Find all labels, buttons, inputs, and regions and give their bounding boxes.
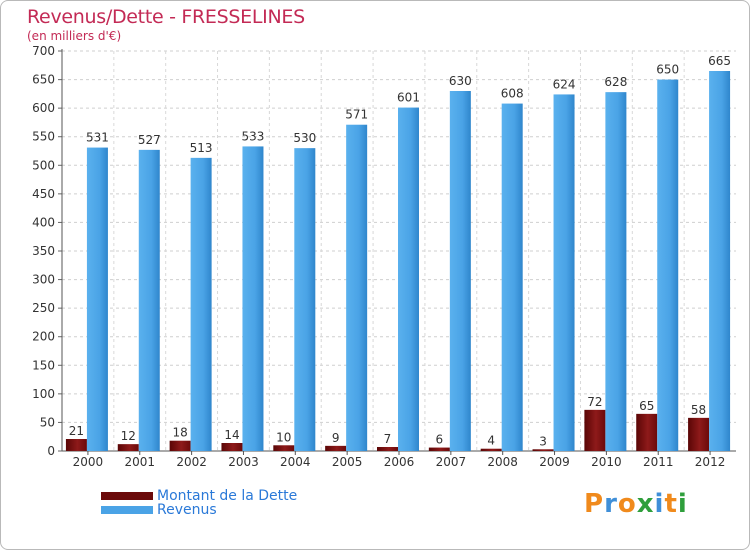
bar-revenus (605, 92, 627, 452)
data-label-dette: 65 (639, 399, 654, 413)
data-label-dette: 10 (276, 430, 291, 444)
data-label-dette: 4 (487, 434, 495, 448)
bar-revenus (501, 103, 523, 452)
bar-revenus (449, 91, 471, 451)
bar-dette (325, 445, 347, 451)
logo-letter: o (617, 489, 637, 519)
bar-revenus (190, 157, 212, 451)
x-tick-label: 2009 (539, 455, 570, 469)
legend-item-debt: Montant de la Dette (101, 488, 297, 504)
bar-dette (65, 439, 87, 451)
y-tick-label: 550 (32, 130, 55, 144)
logo-letter: x (636, 489, 655, 519)
y-tick-label: 350 (32, 244, 55, 258)
chart-subtitle: (en milliers d'€) (27, 29, 122, 43)
chart-title: Revenus/Dette - FRESSELINES (27, 6, 305, 28)
bar-dette (532, 449, 554, 451)
y-tick-label: 100 (32, 387, 55, 401)
bar-dette (688, 417, 710, 451)
y-tick-label: 700 (32, 44, 55, 58)
logo-letter: t (664, 489, 678, 519)
bar-revenus (294, 148, 316, 451)
bar-revenus (86, 147, 108, 452)
bar-dette (584, 409, 606, 451)
data-label-dette: 6 (436, 433, 444, 447)
y-tick-label: 300 (32, 273, 55, 287)
logo-letter: P (584, 489, 605, 519)
y-tick-label: 450 (32, 187, 55, 201)
data-label-revenus: 630 (449, 74, 472, 88)
y-tick-label: 50 (40, 415, 55, 429)
y-tick-label: 0 (47, 444, 55, 458)
legend-label-revenus: Revenus (157, 502, 217, 518)
bar-dette (221, 443, 243, 451)
bar-dette (480, 448, 502, 451)
data-label-revenus: 527 (138, 133, 161, 147)
x-tick-label: 2006 (384, 455, 415, 469)
x-tick-label: 2004 (280, 455, 311, 469)
x-tick-label: 2005 (332, 455, 363, 469)
x-tick-label: 2007 (436, 455, 467, 469)
bar-dette (169, 440, 191, 451)
data-label-dette: 21 (69, 424, 84, 438)
bar-revenus (242, 146, 264, 451)
logo-letter: r (604, 489, 618, 519)
data-label-dette: 7 (384, 432, 392, 446)
data-label-revenus: 665 (708, 54, 731, 68)
data-label-dette: 14 (224, 428, 239, 442)
x-tick-label: 2008 (487, 455, 518, 469)
y-tick-label: 650 (32, 73, 55, 87)
y-tick-label: 600 (32, 101, 55, 115)
data-label-revenus: 533 (242, 129, 265, 143)
y-tick-label: 400 (32, 215, 55, 229)
data-label-revenus: 601 (397, 91, 420, 105)
data-label-revenus: 571 (345, 108, 368, 122)
logo-letter: i (677, 489, 688, 519)
y-tick-label: 150 (32, 358, 55, 372)
legend-swatch-revenus (101, 506, 153, 514)
proxiti-logo: Proxiti (584, 489, 688, 519)
logo-letter: i (654, 489, 665, 519)
data-label-revenus: 624 (553, 77, 576, 91)
data-label-dette: 18 (172, 426, 187, 440)
bar-dette (117, 444, 139, 451)
y-tick-label: 200 (32, 330, 55, 344)
bar-dette (377, 447, 398, 451)
y-tick-label: 250 (32, 301, 55, 315)
legend-label-debt: Montant de la Dette (157, 488, 298, 504)
y-tick-label: 500 (32, 158, 55, 172)
data-label-dette: 12 (121, 429, 136, 443)
data-label-dette: 72 (587, 395, 602, 409)
x-tick-label: 2000 (73, 455, 104, 469)
x-tick-label: 2010 (591, 455, 622, 469)
bar-revenus (398, 107, 419, 452)
data-label-dette: 9 (332, 431, 340, 445)
bar-dette (273, 445, 295, 451)
data-label-revenus: 530 (293, 131, 316, 145)
data-label-revenus: 531 (86, 131, 109, 145)
bar-dette (428, 447, 450, 451)
bar-revenus (553, 94, 575, 451)
bar-revenus (709, 71, 731, 451)
x-tick-label: 2011 (643, 455, 674, 469)
data-label-dette: 58 (691, 403, 706, 417)
x-tick-label: 2003 (228, 455, 259, 469)
data-label-dette: 3 (539, 434, 547, 448)
x-tick-label: 2002 (176, 455, 207, 469)
data-label-revenus: 513 (190, 141, 213, 155)
bar-dette (636, 413, 658, 451)
bar-revenus (138, 149, 160, 451)
legend-item-revenus: Revenus (101, 502, 217, 518)
legend-swatch-debt (101, 492, 153, 500)
x-tick-label: 2001 (124, 455, 155, 469)
data-label-revenus: 650 (656, 63, 679, 77)
data-label-revenus: 628 (604, 75, 627, 89)
data-label-revenus: 608 (501, 87, 524, 101)
x-tick-label: 2012 (695, 455, 726, 469)
bar-revenus (657, 79, 679, 452)
bar-revenus (346, 124, 368, 451)
